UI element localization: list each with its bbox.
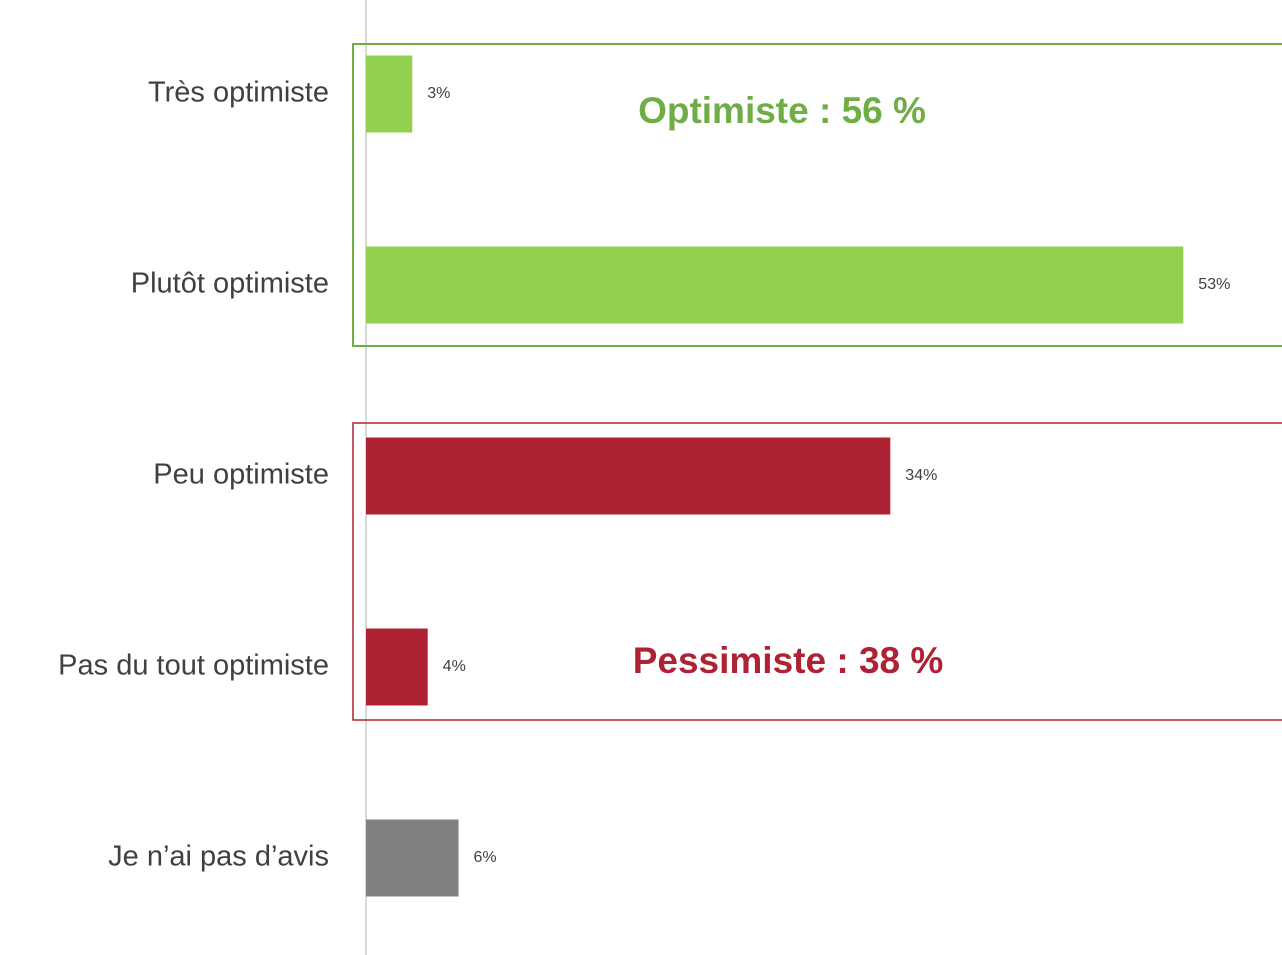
bar bbox=[366, 55, 413, 133]
annotation: Optimiste : 56 % bbox=[638, 90, 926, 131]
value-label: 6% bbox=[474, 849, 497, 866]
value-label: 53% bbox=[1198, 276, 1230, 293]
bar bbox=[366, 437, 891, 515]
category-label: Je n’ai pas d’avis bbox=[108, 841, 329, 873]
category-label: Plutôt optimiste bbox=[131, 268, 329, 300]
category-label: Pas du tout optimiste bbox=[58, 650, 329, 682]
bar bbox=[366, 628, 428, 706]
category-label: Peu optimiste bbox=[153, 459, 329, 491]
value-label: 4% bbox=[443, 658, 466, 675]
bar bbox=[366, 246, 1184, 324]
value-label: 3% bbox=[427, 85, 450, 102]
annotation: Pessimiste : 38 % bbox=[633, 640, 944, 681]
group-box bbox=[352, 43, 1282, 347]
category-label: Très optimiste bbox=[148, 77, 329, 109]
group-box bbox=[352, 422, 1282, 721]
bar bbox=[366, 819, 459, 897]
value-label: 34% bbox=[905, 467, 937, 484]
